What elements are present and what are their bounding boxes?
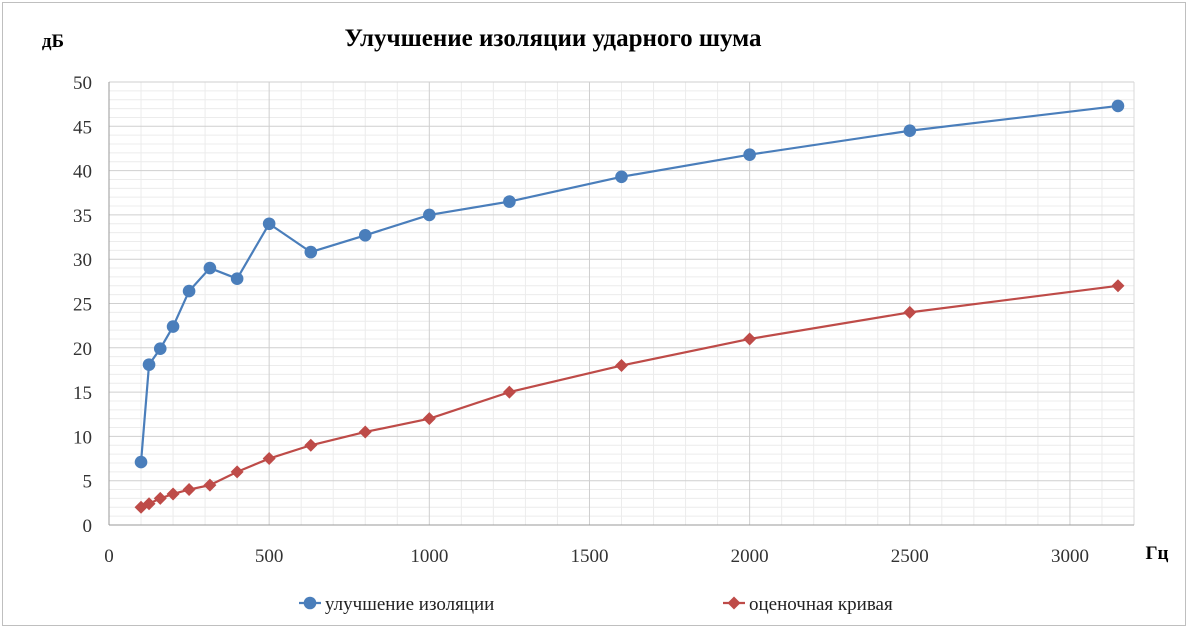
legend-swatch-marker: [727, 596, 741, 610]
y-tick-label: 0: [83, 516, 93, 537]
data-point: [615, 170, 628, 184]
data-point: [304, 438, 318, 452]
data-point: [743, 332, 757, 346]
data-point: [903, 124, 917, 138]
legend-label: улучшение изоляции: [325, 594, 494, 615]
x-tick-label: 1500: [570, 546, 608, 567]
x-tick-label: 3000: [1051, 546, 1089, 567]
data-point: [182, 284, 196, 298]
y-tick-label: 5: [83, 472, 93, 493]
y-tick-label: 10: [73, 427, 92, 448]
data-point: [262, 452, 276, 466]
data-point: [903, 305, 917, 319]
data-point: [503, 195, 516, 208]
x-tick-label: 1000: [410, 546, 448, 567]
legend-item-2: оценочная кривая: [723, 594, 893, 615]
data-point: [1111, 279, 1125, 293]
data-point: [142, 358, 156, 371]
data-point: [203, 478, 217, 492]
chart-title: Улучшение изоляции ударного шума: [345, 25, 762, 52]
x-tick-label: 0: [104, 546, 114, 567]
data-point: [182, 483, 196, 497]
series-2: [134, 279, 1125, 514]
data-point: [358, 425, 372, 439]
x-tick-label: 2500: [891, 546, 929, 567]
legend-swatch-marker: [303, 596, 317, 610]
y-tick-label: 30: [73, 250, 92, 271]
y-tick-label: 50: [73, 73, 92, 94]
series-line: [139, 104, 1119, 463]
x-axis-unit: Гц: [1145, 543, 1168, 564]
data-point: [153, 491, 167, 505]
data-point: [153, 342, 167, 355]
data-point: [615, 359, 628, 373]
y-tick-label: 35: [73, 206, 92, 227]
data-point: [166, 320, 180, 333]
data-point: [203, 261, 217, 275]
data-point: [422, 412, 436, 426]
legend-item-1: улучшение изоляции: [299, 594, 494, 615]
data-point: [230, 465, 244, 479]
y-tick-label: 20: [73, 339, 92, 360]
data-point: [743, 148, 756, 161]
data-point: [134, 455, 148, 469]
grid: [109, 81, 1135, 525]
y-axis-unit: дБ: [42, 31, 64, 52]
x-tick-label: 2000: [731, 546, 769, 567]
data-point: [262, 217, 276, 231]
y-tick-label: 45: [73, 117, 92, 138]
series-1: [134, 99, 1125, 469]
y-tick-label: 25: [73, 295, 92, 316]
data-point: [142, 497, 156, 511]
data-point: [502, 385, 516, 399]
data-point: [230, 272, 244, 285]
series-layer: [134, 99, 1125, 514]
y-tick-label: 40: [73, 162, 92, 183]
x-tick-label: 500: [255, 546, 284, 567]
legend-label: оценочная кривая: [749, 594, 893, 615]
data-point: [166, 487, 180, 501]
y-tick-label: 15: [73, 383, 92, 404]
legend: улучшение изоляции оценочная кривая: [299, 594, 893, 615]
data-point: [304, 245, 318, 259]
data-point: [1111, 99, 1125, 113]
data-point: [423, 208, 436, 222]
data-point: [358, 228, 372, 242]
series-line: [140, 284, 1119, 509]
